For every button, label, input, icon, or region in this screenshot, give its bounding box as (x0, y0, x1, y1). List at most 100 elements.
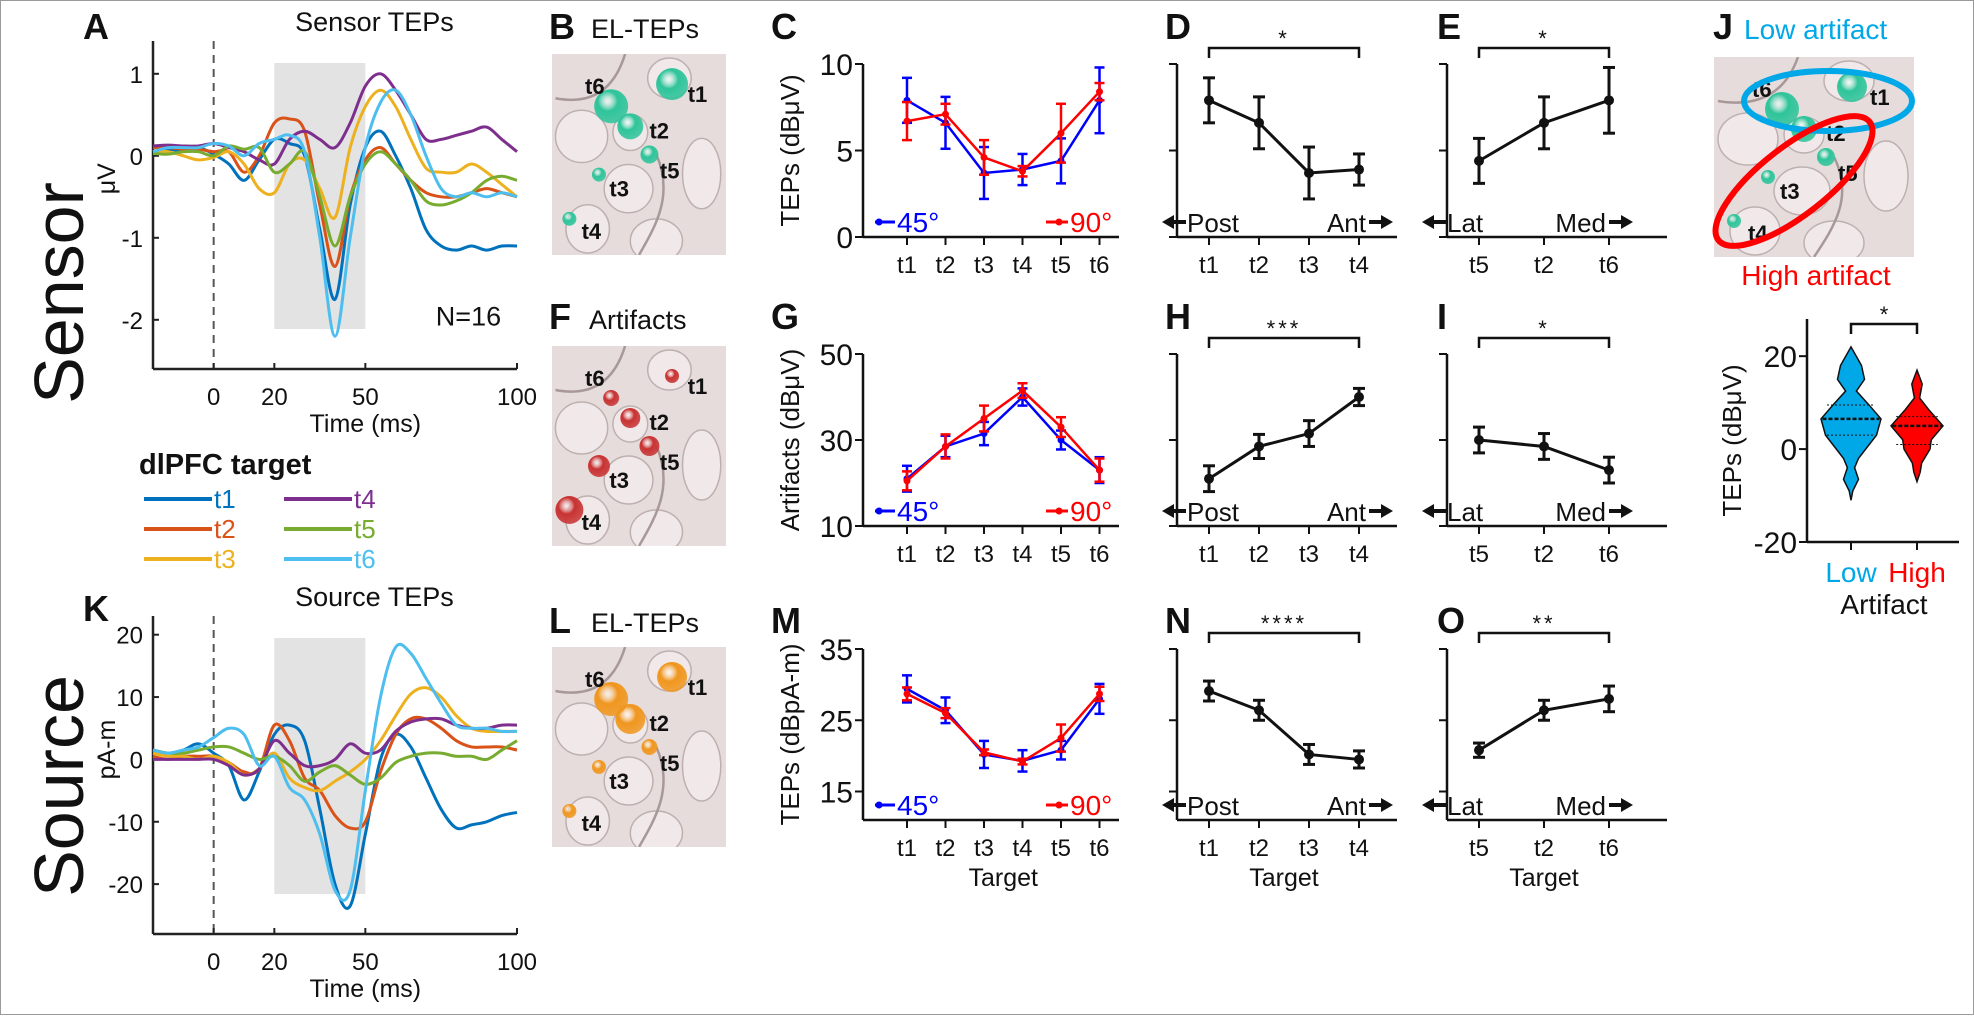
data-point (980, 415, 988, 422)
sulcus (555, 54, 627, 102)
panel-label-l: L (549, 600, 571, 641)
arrow-left-icon (1422, 504, 1446, 518)
legend-label-t1: t1 (214, 484, 236, 514)
series-line (1208, 395, 1360, 480)
x-tick-label: 20 (261, 384, 288, 411)
y-tick-label: 0 (130, 144, 143, 171)
target-sphere-t1 (656, 68, 689, 101)
target-label-t5: t5 (660, 450, 680, 475)
legend-item-t3: t3 (144, 544, 236, 574)
legend-label-90: 90° (1070, 496, 1112, 527)
target-sphere-t6 (1765, 92, 1799, 126)
significance-stars: * (1278, 26, 1290, 51)
x-tick-label: 0 (207, 949, 220, 976)
target-sphere-t4 (555, 496, 584, 524)
y-axis-label: TEPs (dBμV) (775, 74, 805, 226)
x-tick-label: 100 (497, 949, 537, 976)
panel-b-title: EL-TEPs (591, 14, 699, 44)
series-line-t3 (152, 686, 517, 793)
x-tick-label: t1 (897, 835, 917, 862)
series-line (1208, 689, 1360, 761)
x-tick-label: t5 (1469, 835, 1489, 862)
series-line-90 (906, 90, 1101, 173)
x-tick-label: t5 (1469, 252, 1489, 279)
data-point (942, 110, 949, 118)
axis-note-start: Lat (1447, 791, 1484, 821)
y-tick-label: 20 (1764, 341, 1797, 374)
data-point (1539, 705, 1549, 716)
sulcus (555, 647, 627, 694)
target-label-t6: t6 (585, 366, 605, 391)
panel-label-a: A (83, 6, 109, 47)
target-label-t4: t4 (582, 510, 602, 535)
panel-label-g: G (771, 296, 799, 337)
panel-label-c: C (771, 6, 797, 47)
target-label-t1: t1 (688, 374, 708, 399)
gyrus (629, 509, 684, 546)
data-point (1604, 95, 1614, 106)
axis-note-end: Med (1555, 497, 1606, 527)
gyrus (681, 730, 722, 802)
gyrus (603, 756, 654, 806)
brain-render-F: t1 t2 t3 t4 t5 t6 (552, 346, 726, 546)
significance-stars: *** (1267, 316, 1302, 341)
x-tick-label: t2 (935, 835, 955, 862)
high-artifact-ellipse (1712, 113, 1876, 249)
target-label-t1: t1 (688, 82, 708, 107)
gyrus (565, 204, 611, 254)
legend-item-t5: t5 (284, 514, 376, 544)
x-tick-label: t2 (935, 541, 955, 568)
panel-l-title: EL-TEPs (591, 608, 699, 638)
x-tick-label: t2 (1534, 835, 1554, 862)
chart-M: 15 25 35 t1 t2 t3 t4 t5 t6 Target TEPs (dBpA-m) 45°… (775, 634, 1119, 892)
arrow-left-icon (1422, 215, 1446, 229)
data-point (1019, 167, 1026, 175)
series-line-t1 (152, 129, 518, 301)
x-tick-label: t4 (1012, 541, 1032, 568)
x-tick-label: t5 (1051, 835, 1071, 862)
legend-label-90: 90° (1070, 790, 1112, 821)
y-tick-label: 50 (820, 339, 853, 372)
significance-bracket (1207, 631, 1361, 643)
significance-bracket (1477, 631, 1611, 643)
axis-note-start: Post (1187, 497, 1240, 527)
x-tick-label: t5 (1051, 541, 1071, 568)
x-tick-label: t1 (897, 252, 917, 279)
y-tick-label: -10 (108, 810, 143, 837)
legend-marker-90 (1055, 218, 1063, 226)
panel-label-j: J (1713, 6, 1733, 47)
x-tick-label: t4 (1012, 252, 1032, 279)
arrow-right-icon (1369, 215, 1393, 229)
brain-render-B: t1 t2 t3 t4 t5 t6 (552, 54, 726, 255)
panel-label-e: E (1437, 6, 1461, 47)
arrow-left-icon (1162, 215, 1186, 229)
x-tick-label: t4 (1349, 835, 1369, 862)
arrow-left-icon (1162, 504, 1186, 518)
axis-note-end: Ant (1327, 791, 1367, 821)
target-sphere-t2 (617, 113, 644, 140)
significance-stars: **** (1261, 611, 1307, 636)
data-point (1204, 473, 1214, 484)
target-sphere-t3 (587, 455, 610, 477)
gyrus (603, 455, 654, 505)
x-axis-label: Artifact (1840, 589, 1927, 620)
panel-label-i: I (1437, 296, 1447, 337)
x-tick-label: t1 (1199, 835, 1219, 862)
data-point (942, 709, 949, 717)
data-point (1604, 693, 1614, 704)
arrow-right-icon (1609, 215, 1633, 229)
sulcus (1717, 57, 1800, 104)
chart-H: t1 t2 t3 t4 *** Post Ant (1162, 316, 1397, 568)
legend-item-t1: t1 (144, 484, 236, 514)
chart-O: t5 t2 t6 Target ** Lat Med (1422, 611, 1667, 892)
data-point (1304, 428, 1314, 439)
gyrus (554, 109, 609, 164)
series-line-90 (906, 388, 1101, 482)
target-sphere-t5 (640, 145, 659, 164)
x-axis-label: Time (ms) (310, 975, 422, 1003)
chart-violin: -20 0 20 TEPs (dBμV) Low High * Artifact (1717, 302, 1959, 620)
brain-render-L: t1 t2 t3 t4 t5 t6 (552, 647, 726, 847)
chart-G: 10 30 50 t1 t2 t3 t4 t5 t6 Artifacts (dBμV) 45° 90° (775, 339, 1119, 568)
panel-label-h: H (1165, 296, 1191, 337)
